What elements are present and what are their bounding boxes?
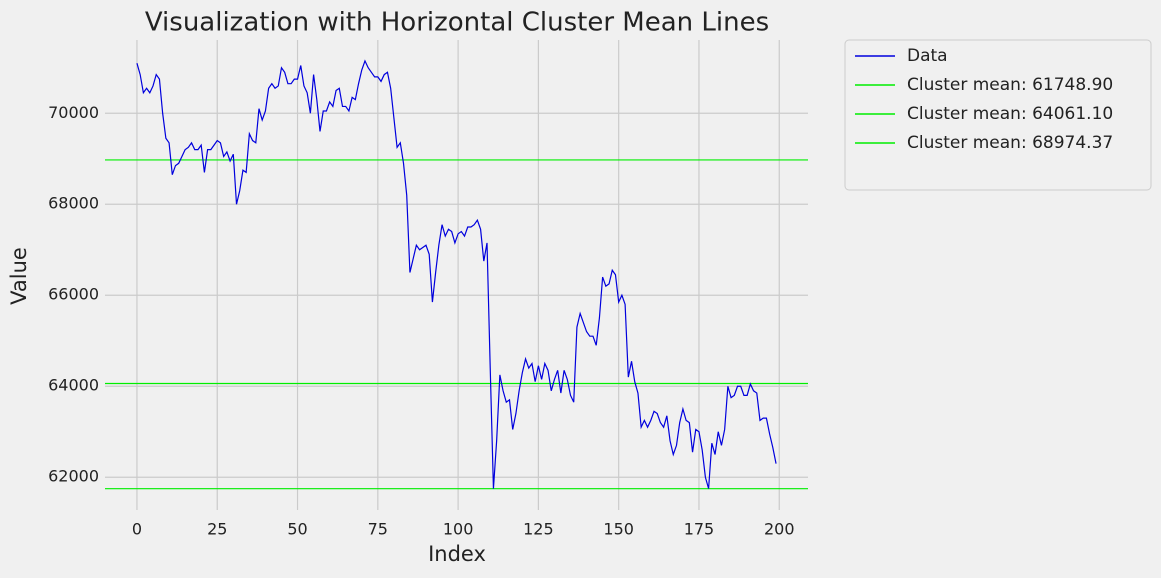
x-tick-label: 0 xyxy=(132,520,142,539)
legend-label: Data xyxy=(907,46,948,66)
y-tick-label: 66000 xyxy=(48,285,99,304)
y-tick-label: 64000 xyxy=(48,376,99,395)
legend-label: Cluster mean: 61748.90 xyxy=(907,75,1113,95)
y-tick-label: 62000 xyxy=(48,467,99,486)
legend-label: Cluster mean: 64061.10 xyxy=(907,104,1113,124)
x-tick-label: 100 xyxy=(443,520,474,539)
legend-label: Cluster mean: 68974.37 xyxy=(907,133,1113,153)
x-tick-label: 200 xyxy=(764,520,795,539)
x-tick-label: 125 xyxy=(523,520,554,539)
data-line xyxy=(136,59,777,489)
y-tick-label: 70000 xyxy=(48,103,99,122)
x-tick-label: 25 xyxy=(207,520,227,539)
x-tick-label: 175 xyxy=(684,520,715,539)
x-axis-label: Index xyxy=(428,542,486,566)
legend-box xyxy=(844,39,1152,191)
y-tick-label: 68000 xyxy=(48,194,99,213)
y-axis-label: Value xyxy=(7,247,31,305)
x-tick-label: 75 xyxy=(368,520,388,539)
x-tick-label: 150 xyxy=(603,520,634,539)
chart-title: Visualization with Horizontal Cluster Me… xyxy=(145,8,769,38)
x-tick-label: 50 xyxy=(287,520,307,539)
